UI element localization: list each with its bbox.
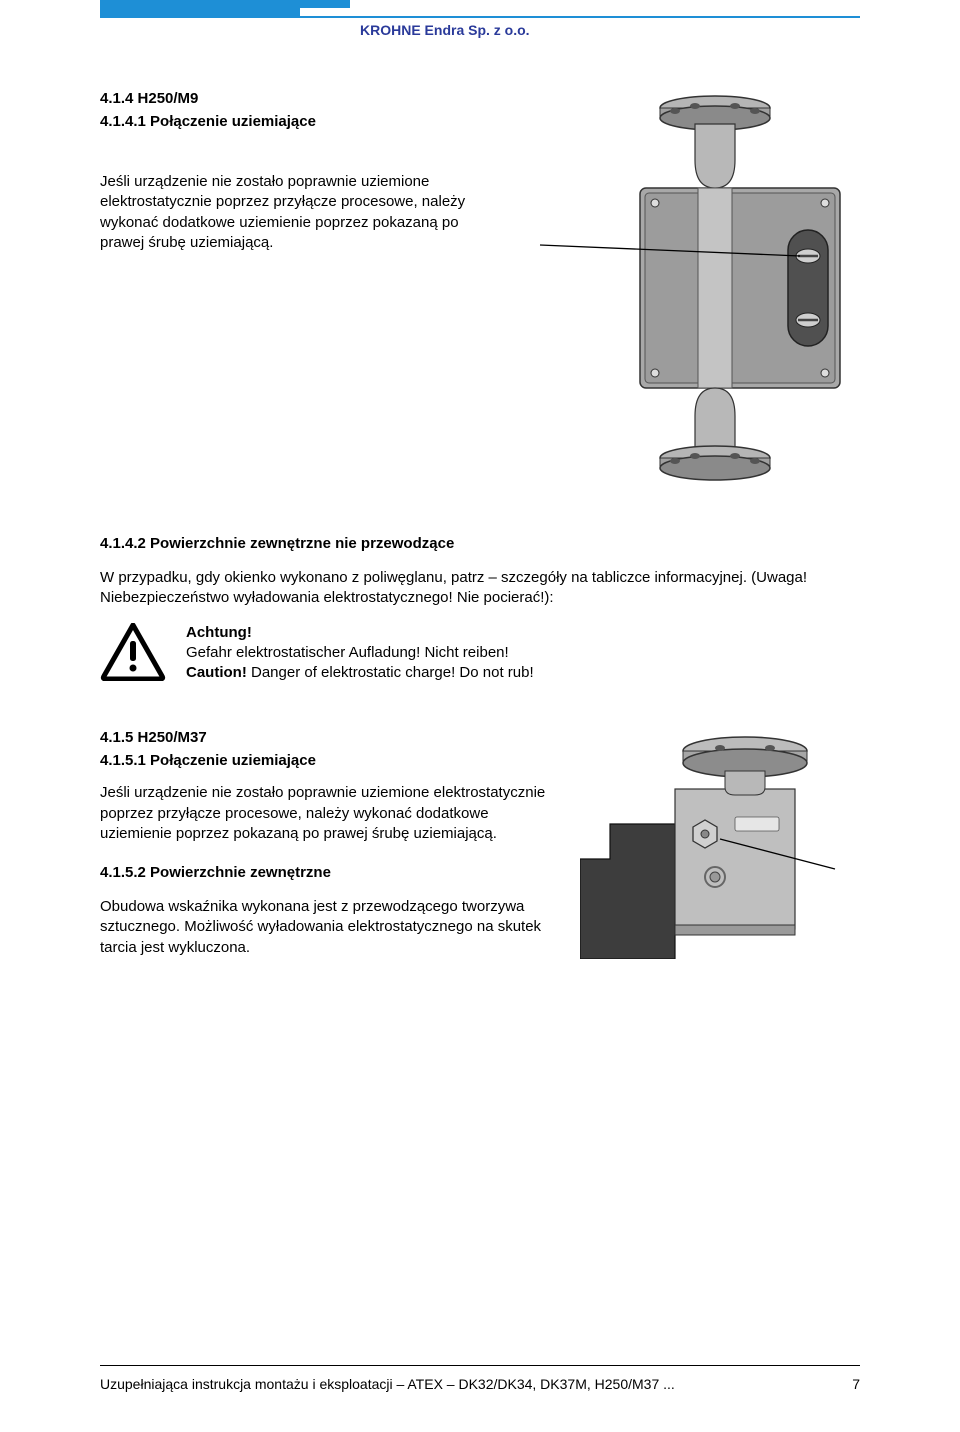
warn-achtung: Achtung! bbox=[186, 624, 252, 641]
body-4152: Obudowa wskaźnika wykonana jest z przewo… bbox=[100, 897, 550, 958]
heading-414: 4.1.4 H250/M9 bbox=[100, 90, 490, 107]
heading-4151: 4.1.5.1 Połączenie uziemiające bbox=[100, 752, 550, 769]
warn-caution: Caution! bbox=[186, 664, 247, 681]
warn-de: Gefahr elektrostatischer Aufladung! Nich… bbox=[186, 644, 509, 661]
heading-4152: 4.1.5.2 Powierzchnie zewnętrzne bbox=[100, 864, 550, 881]
company-name: KROHNE Endra Sp. z o.o. bbox=[360, 22, 530, 38]
device-h250m37-illustration bbox=[580, 729, 860, 959]
header-blue-tab bbox=[100, 0, 300, 16]
page-number: 7 bbox=[852, 1376, 860, 1392]
warning-triangle-icon bbox=[100, 623, 166, 681]
page-header: KROHNE Endra Sp. z o.o. bbox=[100, 0, 860, 60]
warn-en: Danger of elektrostatic charge! Do not r… bbox=[247, 664, 534, 681]
heading-415: 4.1.5 H250/M37 bbox=[100, 729, 550, 746]
body-4151: Jeśli urządzenie nie zostało poprawnie u… bbox=[100, 783, 550, 844]
page-footer: Uzupełniająca instrukcja montażu i ekspl… bbox=[100, 1365, 860, 1392]
footer-rule bbox=[100, 1365, 860, 1366]
figure-h250m9 bbox=[520, 90, 860, 495]
footer-text: Uzupełniająca instrukcja montażu i ekspl… bbox=[100, 1376, 675, 1392]
figure-h250m37 bbox=[580, 729, 860, 964]
header-rule bbox=[100, 16, 860, 18]
device-h250m9-illustration bbox=[520, 90, 860, 490]
heading-4141: 4.1.4.1 Połączenie uziemiające bbox=[100, 113, 490, 130]
heading-4142: 4.1.4.2 Powierzchnie zewnętrzne nie prze… bbox=[100, 535, 860, 552]
body-4141: Jeśli urządzenie nie zostało poprawnie u… bbox=[100, 172, 490, 253]
header-blue-accent bbox=[300, 0, 350, 8]
warning-text-block: Achtung! Gefahr elektrostatischer Auflad… bbox=[186, 623, 534, 684]
body-4142: W przypadku, gdy okienko wykonano z poli… bbox=[100, 568, 860, 609]
